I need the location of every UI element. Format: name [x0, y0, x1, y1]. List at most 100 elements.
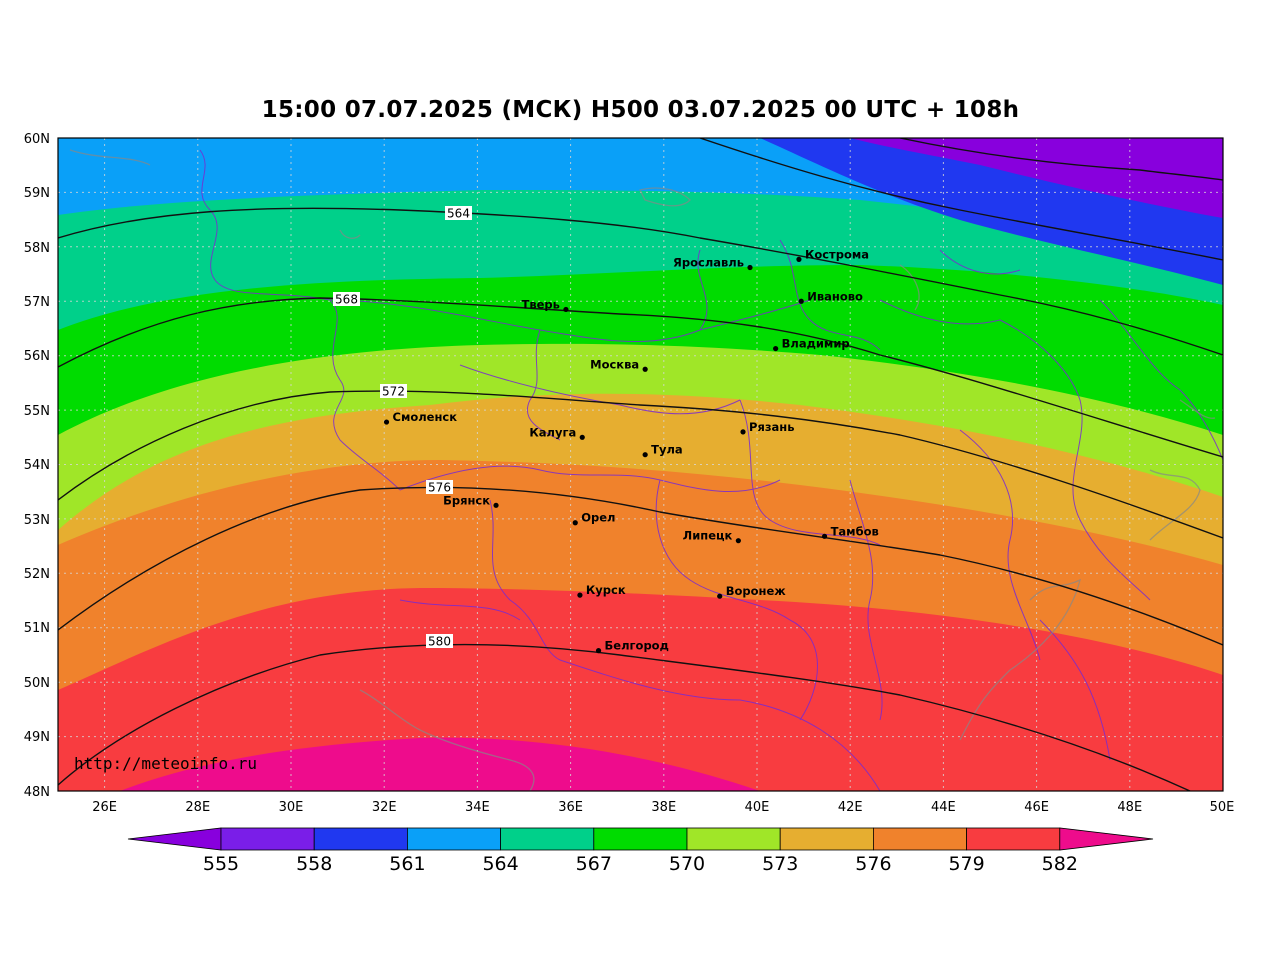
city-label: Воронеж — [726, 584, 787, 598]
city-label: Курск — [586, 583, 626, 597]
colorbar-segment — [220, 827, 315, 851]
city-label: Кострома — [805, 247, 869, 261]
city-label: Липецк — [683, 529, 733, 543]
city-label: Ярославль — [673, 256, 744, 270]
contour-564 — [58, 207, 1223, 356]
contour-580 — [58, 643, 1191, 791]
lat-label-55: 55N — [24, 404, 50, 419]
lon-label-48: 48E — [1117, 800, 1142, 815]
city-label: Рязань — [749, 420, 794, 434]
colorbar-label: 567 — [576, 853, 612, 875]
colorbar-label: 573 — [762, 853, 798, 875]
lat-label-49: 49N — [24, 730, 50, 745]
colorbar-arrow-low — [127, 827, 222, 851]
isoline-label-580: 580 — [428, 635, 451, 649]
isoline-label-bg — [380, 384, 407, 398]
band-fill-582-plus — [58, 737, 760, 791]
city-marker — [735, 538, 741, 544]
watermark-url: http://meteoinfo.ru — [74, 754, 257, 773]
city-marker — [796, 256, 802, 262]
longitude-axis: 26E 28E 30E 32E 34E 36E 38E 40E 42E 44E … — [92, 800, 1234, 815]
city-label: Тверь — [522, 297, 560, 311]
lat-label-53: 53N — [24, 513, 50, 528]
colorbar-legend: 555 558 561 564 567 570 573 576 579 582 — [127, 827, 1154, 875]
lon-label-40: 40E — [745, 800, 770, 815]
city-marker — [740, 429, 746, 435]
colorbar-segment — [313, 827, 408, 851]
city-marker — [642, 366, 648, 372]
region-borders — [199, 149, 1223, 791]
isoline-label-576: 576 — [428, 481, 451, 495]
lon-label-46: 46E — [1024, 800, 1049, 815]
grid-lines — [58, 138, 1223, 791]
lon-label-26: 26E — [92, 800, 117, 815]
isoline-label-564: 564 — [447, 207, 470, 221]
contour-561 — [699, 138, 1223, 261]
lon-label-36: 36E — [558, 800, 583, 815]
city-marker — [577, 592, 583, 598]
lat-label-58: 58N — [24, 241, 50, 256]
lon-label-44: 44E — [931, 800, 956, 815]
colorbar-segment — [966, 827, 1061, 851]
lat-label-51: 51N — [24, 621, 50, 636]
colorbar-label: 555 — [203, 853, 239, 875]
lon-label-34: 34E — [465, 800, 490, 815]
city-label: Иваново — [807, 289, 863, 303]
contours — [58, 138, 1223, 791]
city-marker — [493, 502, 499, 508]
city-label: Орел — [581, 511, 615, 525]
contour-557 — [899, 138, 1223, 181]
colorbar-label: 582 — [1042, 853, 1078, 875]
lat-label-57: 57N — [24, 295, 50, 310]
contour-572 — [58, 390, 1223, 539]
lon-label-42: 42E — [838, 800, 863, 815]
city-marker — [798, 298, 804, 304]
contour-576 — [58, 486, 1223, 646]
city-label: Смоленск — [393, 410, 458, 424]
city-label: Калуга — [529, 425, 576, 439]
lat-label-56: 56N — [24, 349, 50, 364]
lat-label-54: 54N — [24, 458, 50, 473]
lat-label-60: 60N — [24, 132, 50, 147]
isoline-label-bg — [333, 292, 360, 306]
city-marker — [642, 452, 648, 458]
city-label: Белгород — [605, 639, 669, 653]
lat-label-50: 50N — [24, 676, 50, 691]
city-marker — [579, 434, 585, 440]
city-marker — [383, 419, 390, 425]
colorbar-segment — [779, 827, 874, 851]
city-marker — [563, 306, 569, 313]
lon-label-32: 32E — [372, 800, 397, 815]
colorbar-arrow-high — [1059, 827, 1154, 851]
map-title: 15:00 07.07.2025 (МСК) H500 03.07.2025 0… — [261, 97, 1020, 123]
geopotential-fill: 564 568 572 576 580 Кострома Ярославль Ива… — [58, 138, 1223, 791]
city-marker — [821, 533, 828, 539]
map-frame — [57, 137, 1224, 792]
lon-label-50: 50E — [1210, 800, 1235, 815]
isoline-label-bg — [445, 206, 472, 220]
colorbar-label: 564 — [482, 853, 518, 875]
colorbar-segment — [593, 827, 688, 851]
lon-label-30: 30E — [279, 800, 304, 815]
isoline-label-572: 572 — [382, 385, 405, 399]
city-marker — [572, 520, 578, 526]
lat-label-52: 52N — [24, 567, 50, 582]
lon-label-28: 28E — [185, 800, 210, 815]
colorbar-segment — [873, 827, 968, 851]
isoline-label-bg — [426, 634, 453, 648]
city-marker — [747, 264, 753, 271]
cities-layer: Кострома Ярославль Иваново Тверь Владимир Мос… — [383, 247, 879, 654]
water-features — [69, 149, 1216, 791]
isoline-label-bg — [426, 480, 453, 494]
city-label: Тула — [651, 443, 683, 457]
city-label: Брянск — [443, 493, 490, 507]
city-label: Тамбов — [831, 524, 879, 538]
colorbar-label: 579 — [948, 853, 984, 875]
city-marker — [595, 648, 602, 654]
lon-label-38: 38E — [651, 800, 676, 815]
latitude-axis: 60N 59N 58N 57N 56N 55N 54N 53N 52N 51N … — [24, 132, 50, 800]
isoline-label-568: 568 — [335, 293, 358, 307]
colorbar-label: 561 — [389, 853, 425, 875]
colorbar-segment — [500, 827, 595, 851]
